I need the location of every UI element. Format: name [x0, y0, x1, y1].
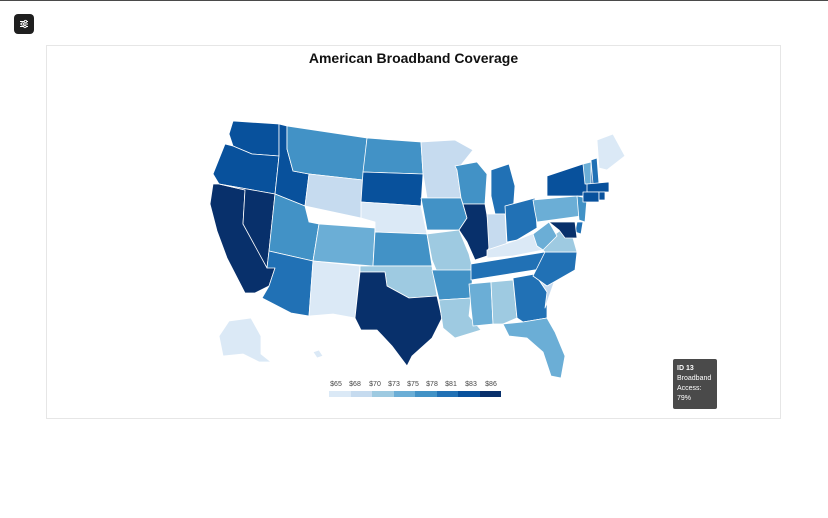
legend-label: $81 [445, 381, 457, 388]
legend-swatch [458, 391, 480, 397]
legend-label: $86 [485, 381, 497, 388]
state-az[interactable] [261, 250, 314, 317]
state-fl[interactable] [502, 317, 566, 379]
state-nd[interactable] [362, 137, 424, 175]
state-co[interactable] [312, 223, 376, 267]
top-border [0, 0, 828, 1]
state-ks[interactable] [372, 231, 433, 267]
settings-button[interactable] [14, 14, 34, 34]
state-hi[interactable] [312, 349, 324, 359]
state-ak[interactable] [218, 317, 272, 363]
chart-panel: American Broadband Coverage [46, 45, 781, 419]
legend-label: $83 [465, 381, 477, 388]
state-me[interactable] [596, 133, 626, 171]
legend-swatch [479, 391, 501, 397]
state-ct[interactable] [582, 191, 600, 203]
legend-swatch [415, 391, 437, 397]
state-mt[interactable] [286, 125, 368, 181]
chart-title: American Broadband Coverage [308, 50, 519, 66]
legend-label: $73 [388, 381, 400, 388]
legend-label: $78 [426, 381, 438, 388]
state-ri[interactable] [598, 191, 606, 201]
state-ia[interactable] [420, 197, 468, 231]
state-sd[interactable] [360, 171, 424, 207]
state-pa[interactable] [532, 195, 582, 223]
us-map [209, 120, 626, 379]
state-oh[interactable] [504, 197, 538, 243]
tooltip-id: ID 13 [677, 365, 694, 372]
sliders-icon [20, 19, 28, 29]
legend-label: $68 [349, 381, 361, 388]
legend-labels: $65 $68 $70 $73 $75 $78 $81 $83 $86 [329, 381, 519, 393]
legend-swatch [436, 391, 458, 397]
state-tx[interactable] [354, 271, 443, 367]
state-ma[interactable] [586, 181, 610, 193]
legend-label: $75 [407, 381, 419, 388]
state-wv[interactable] [532, 221, 558, 251]
state-md[interactable] [548, 221, 578, 239]
legend-swatch [372, 391, 394, 397]
tooltip-label: Access: [677, 385, 702, 392]
tooltip-label: Broadband [677, 375, 712, 382]
state-al[interactable] [490, 279, 518, 325]
tooltip-value: 79% [677, 395, 692, 402]
legend-color-scale [329, 391, 501, 397]
legend-swatch [350, 391, 372, 397]
state-ar[interactable] [431, 269, 474, 301]
tooltip: ID 13 Broadband Access: 79% [673, 359, 717, 409]
state-ms[interactable] [468, 281, 494, 327]
legend-swatch [393, 391, 415, 397]
legend-swatch [329, 391, 351, 397]
legend-label: $70 [369, 381, 381, 388]
legend-label: $65 [330, 381, 342, 388]
state-wy[interactable] [304, 173, 364, 219]
state-nm[interactable] [308, 260, 361, 319]
